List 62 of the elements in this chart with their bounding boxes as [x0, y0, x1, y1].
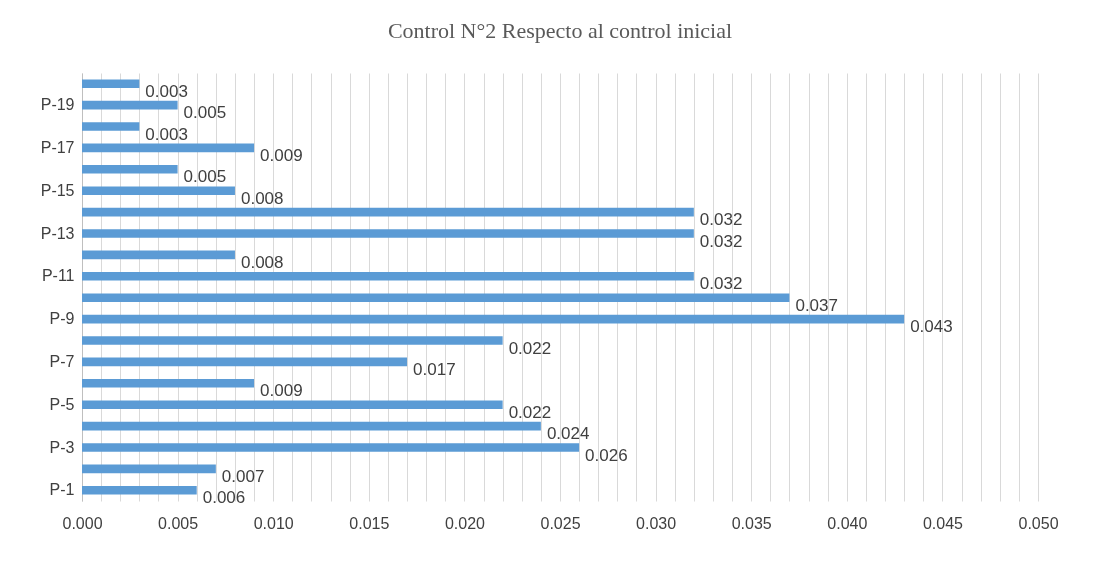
bar	[82, 122, 140, 131]
y-tick-label: P-3	[49, 438, 75, 456]
data-label: 0.022	[508, 402, 552, 422]
y-tick-label: P-11	[41, 267, 75, 285]
data-label: 0.009	[260, 145, 303, 165]
bar	[82, 443, 580, 452]
bar	[82, 143, 255, 153]
x-tick-label: 0.010	[253, 514, 294, 532]
x-tick-label: 0.015	[349, 514, 390, 532]
data-label: 0.032	[699, 231, 743, 251]
y-tick-label: P-19	[40, 96, 75, 114]
data-label: 0.003	[145, 124, 188, 144]
x-tick-label: 0.025	[540, 514, 581, 532]
bar	[82, 464, 216, 474]
bar	[82, 357, 408, 367]
data-label: 0.032	[699, 210, 743, 230]
x-tick-label: 0.045	[922, 514, 964, 532]
data-label: 0.005	[183, 167, 227, 187]
bar	[82, 400, 503, 409]
data-label: 0.032	[699, 274, 743, 294]
y-tick-label: P-17	[40, 138, 75, 156]
bar	[82, 207, 694, 217]
bar	[82, 186, 235, 195]
bar	[82, 293, 790, 302]
x-tick-label: 0.020	[444, 514, 486, 532]
y-tick-label: P-15	[40, 181, 75, 199]
y-tick-label: P-9	[49, 310, 75, 328]
data-label: 0.037	[795, 295, 838, 315]
data-label: 0.022	[508, 338, 552, 358]
data-label: 0.043	[910, 317, 953, 337]
bar	[82, 421, 541, 431]
data-label: 0.003	[145, 81, 188, 101]
data-label: 0.007	[221, 466, 265, 486]
x-tick-label: 0.035	[731, 514, 772, 532]
data-label: 0.026	[585, 445, 628, 465]
data-label: 0.006	[202, 488, 246, 508]
data-label: 0.024	[546, 424, 590, 444]
bar	[82, 272, 694, 281]
bar	[82, 79, 140, 88]
data-label: 0.008	[240, 252, 284, 272]
bar	[82, 486, 197, 495]
bar	[82, 165, 178, 174]
y-tick-label: P-1	[49, 481, 75, 499]
y-tick-label: P-13	[40, 224, 75, 242]
x-tick-label: 0.000	[62, 514, 103, 532]
y-tick-label: P-5	[49, 395, 75, 413]
bar	[82, 250, 235, 260]
data-label: 0.005	[183, 103, 227, 123]
data-label: 0.017	[413, 359, 456, 379]
x-tick-label: 0.040	[827, 514, 868, 532]
bar	[82, 100, 178, 110]
bar	[82, 379, 255, 388]
data-label: 0.009	[260, 381, 303, 401]
bar	[82, 229, 694, 238]
bar	[82, 336, 503, 345]
x-tick-label: 0.030	[636, 514, 677, 532]
y-tick-label: P-7	[49, 352, 75, 370]
bar	[82, 314, 905, 324]
chart-title: Control N°2 Respecto al control inicial	[387, 18, 733, 43]
x-tick-label: 0.005	[158, 514, 199, 532]
data-label: 0.008	[240, 188, 284, 208]
x-tick-label: 0.050	[1018, 514, 1059, 532]
